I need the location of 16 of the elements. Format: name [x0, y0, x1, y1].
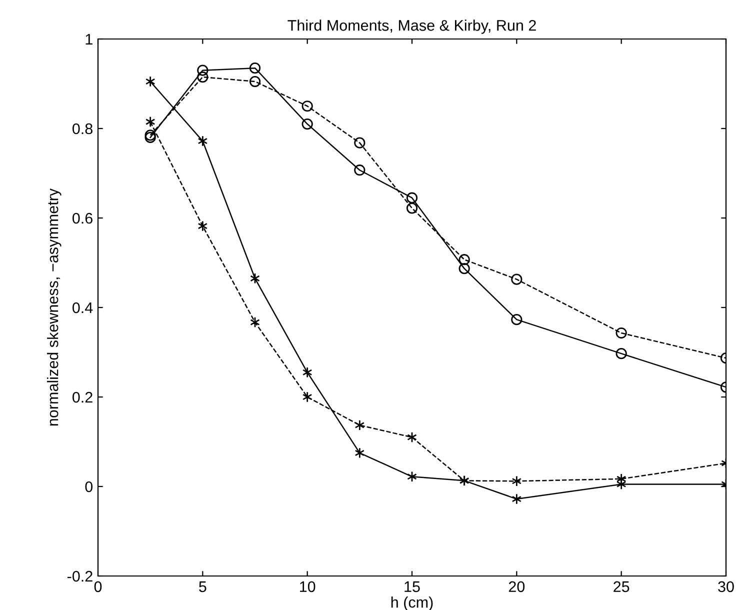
x-tick-label: 0	[94, 581, 102, 592]
y-tick-label: -0.2	[67, 570, 92, 582]
x-tick-label: 25	[614, 581, 630, 592]
y-tick-label: 0.6	[72, 212, 92, 224]
y-tick-label: 0.4	[72, 302, 93, 314]
x-tick-label: 30	[718, 581, 734, 592]
y-tick-label: 0.8	[72, 123, 92, 134]
x-tick-label: 5	[199, 581, 206, 592]
y-tick-label: 1	[86, 34, 92, 45]
x-tick-label: 15	[404, 581, 420, 592]
x-tick-label: 20	[508, 581, 525, 592]
chart-title: Third Moments, Mase & Kirby, Run 2	[288, 20, 536, 34]
x-tick-label: 10	[300, 581, 316, 592]
y-axis-title: normalized skewness, −asymmetry	[47, 188, 62, 426]
y-tick-label: 0.2	[72, 392, 92, 403]
y-tick-label: 0	[85, 481, 93, 492]
